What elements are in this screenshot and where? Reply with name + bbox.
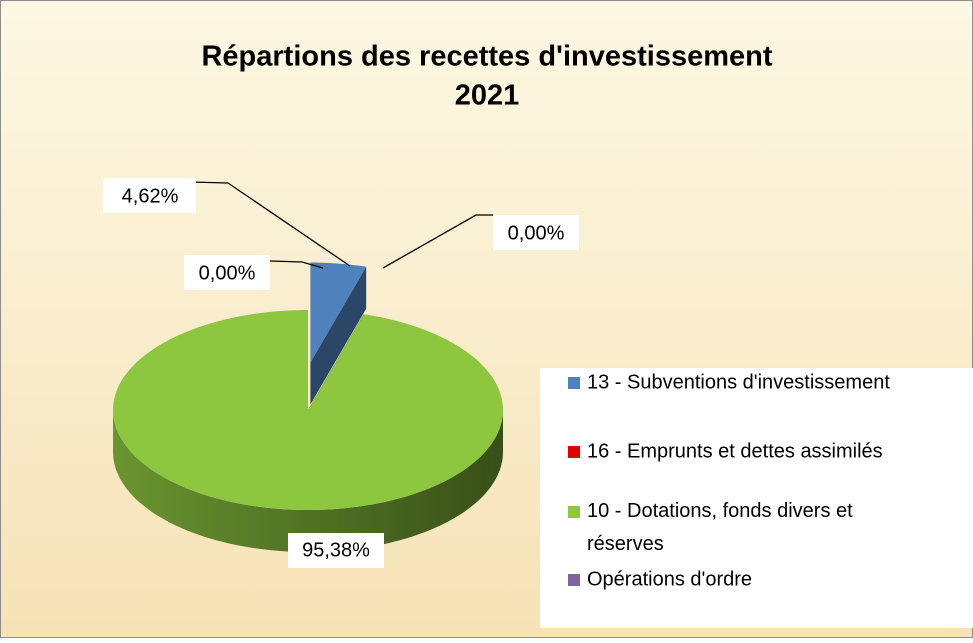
leader-line	[189, 181, 351, 267]
chart-subtitle: 2021	[455, 80, 520, 112]
legend-line: 10 - Dotations, fonds divers et	[587, 500, 853, 522]
legend-swatch	[568, 446, 580, 458]
slice-wall	[310, 266, 367, 405]
legend-swatch	[568, 377, 580, 389]
label-box	[184, 255, 270, 290]
leader-lines	[189, 181, 493, 269]
legend-label: 10 - Dotations, fonds divers et réserves	[587, 500, 853, 555]
legend-swatch	[568, 574, 580, 586]
data-label: 0,00%	[508, 222, 565, 244]
legend-swatch	[568, 506, 580, 518]
slice-side	[310, 266, 367, 405]
legend-label: 16 - Emprunts et dettes assimilés	[587, 440, 883, 462]
legend-items: 13 - Subventions d'investissement 16 - Em…	[568, 371, 890, 590]
legend-label: Opérations d'ordre	[587, 568, 752, 590]
pie-slice	[310, 262, 367, 363]
slice-rim	[113, 410, 503, 552]
label-box	[288, 533, 384, 568]
data-label: 95,38%	[302, 539, 370, 561]
label-box	[493, 215, 579, 250]
legend-label: 13 - Subventions d'investissement	[587, 371, 890, 393]
data-label: 0,00%	[199, 262, 256, 284]
data-label: 4,62%	[122, 185, 179, 207]
legend	[540, 368, 973, 628]
pie	[113, 262, 503, 552]
pie-slice	[113, 310, 503, 510]
leader-line	[269, 260, 324, 269]
leader-line	[382, 214, 493, 269]
chart-title: Répartions des recettes d'investissement	[201, 41, 772, 73]
label-box	[103, 178, 196, 213]
legend-line: réserves	[587, 533, 664, 555]
